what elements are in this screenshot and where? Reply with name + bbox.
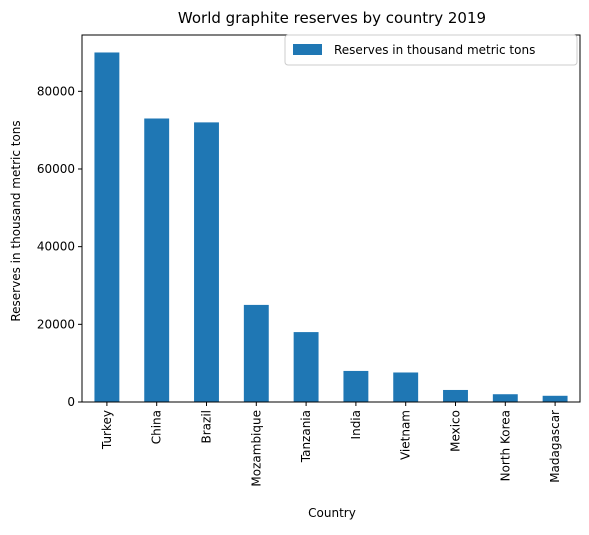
bar-china <box>144 118 170 403</box>
x-tick-label: China <box>150 410 164 444</box>
y-tick-label: 20000 <box>37 317 75 331</box>
bar-mozambique <box>243 304 269 402</box>
bar-north-korea <box>492 394 518 402</box>
chart-title: World graphite reserves by country 2019 <box>178 9 486 27</box>
x-tick-label: Vietnam <box>399 410 413 460</box>
x-tick-label: Mexico <box>449 410 463 452</box>
bar-mexico <box>443 389 468 402</box>
x-tick-label: North Korea <box>498 410 512 481</box>
y-tick-label: 40000 <box>37 240 75 254</box>
y-tick-label: 0 <box>67 395 75 409</box>
x-tick-label: Tanzania <box>299 410 313 463</box>
x-axis-ticks: Turkey China Brazil Mozambique Tanzania India… <box>100 402 562 487</box>
x-tick-label: Turkey <box>100 410 114 450</box>
bar-vietnam <box>393 372 419 402</box>
bar-tanzania <box>293 332 319 402</box>
x-tick-label: Brazil <box>200 410 214 444</box>
y-axis-label: Reserves in thousand metric tons <box>9 120 23 321</box>
bar-turkey <box>94 52 120 402</box>
legend-series-label: Reserves in thousand metric tons <box>334 43 535 57</box>
x-tick-label: India <box>349 410 363 439</box>
bar-india <box>343 370 369 402</box>
legend: Reserves in thousand metric tons <box>284 34 578 66</box>
bars-layer <box>94 52 568 403</box>
legend-box <box>284 34 578 66</box>
bar-brazil <box>194 122 219 402</box>
x-tick-label: Madagascar <box>548 410 562 483</box>
x-axis-label: Country <box>308 506 356 520</box>
legend-swatch <box>293 44 322 55</box>
y-tick-label: 80000 <box>37 84 75 98</box>
y-axis-ticks: 0 20000 40000 60000 80000 <box>37 84 82 409</box>
bar-madagascar <box>542 395 568 402</box>
y-tick-label: 60000 <box>37 162 75 176</box>
x-tick-label: Mozambique <box>249 410 263 487</box>
